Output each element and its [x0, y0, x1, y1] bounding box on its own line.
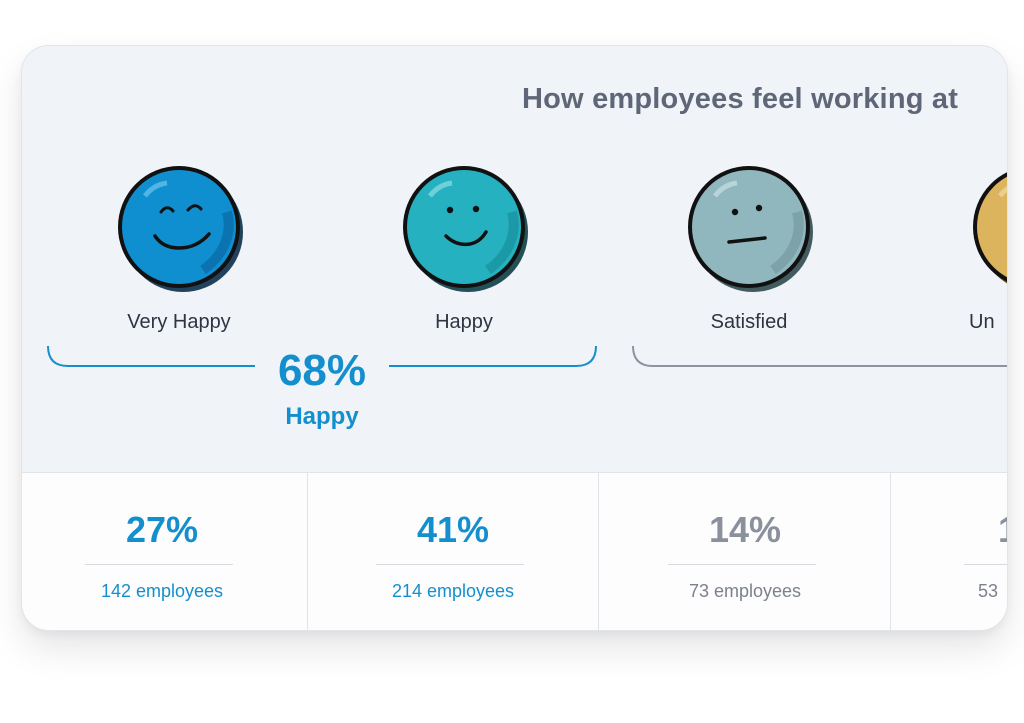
neutral-group-bracket — [632, 345, 1007, 367]
happy-group-bracket — [47, 345, 597, 367]
happy-group-percent: 68% — [277, 346, 367, 395]
stat-employee-count: 73 employees — [688, 581, 802, 601]
stat-very-happy: 27% 142 employees — [22, 473, 308, 630]
stat-unhappy: 1 53 — [892, 473, 1007, 630]
happy-face-icon — [400, 164, 532, 296]
stat-divider — [964, 564, 1007, 565]
stat-employee-count: 142 employees — [100, 581, 224, 601]
survey-card: How employees feel working at — [21, 45, 1008, 631]
satisfied-face-icon — [685, 164, 817, 296]
mood-label-unhappy: Un — [969, 311, 995, 333]
unhappy-face-icon — [970, 164, 1007, 296]
stat-divider — [668, 564, 816, 565]
stat-divider — [376, 564, 524, 565]
mood-label-happy: Happy — [435, 311, 493, 333]
stat-satisfied: 14% 73 employees — [600, 473, 891, 630]
card-title: How employees feel working at — [522, 83, 959, 115]
stat-percent: 1 — [998, 509, 1007, 551]
happy-group-label: Happy — [285, 403, 359, 430]
stats-row: 27% 142 employees 41% 214 employees 14% … — [22, 472, 1007, 630]
mood-label-satisfied: Satisfied — [710, 311, 788, 333]
stat-employee-count: 214 employees — [391, 581, 515, 601]
stat-employee-count: 53 — [978, 581, 999, 601]
stat-percent: 14% — [708, 509, 782, 550]
stat-divider — [85, 564, 233, 565]
stat-happy: 41% 214 employees — [308, 473, 599, 630]
very-happy-face-icon — [115, 164, 247, 296]
stat-percent: 41% — [416, 509, 490, 550]
mood-label-very-happy: Very Happy — [127, 311, 231, 333]
stat-percent: 27% — [125, 509, 199, 550]
